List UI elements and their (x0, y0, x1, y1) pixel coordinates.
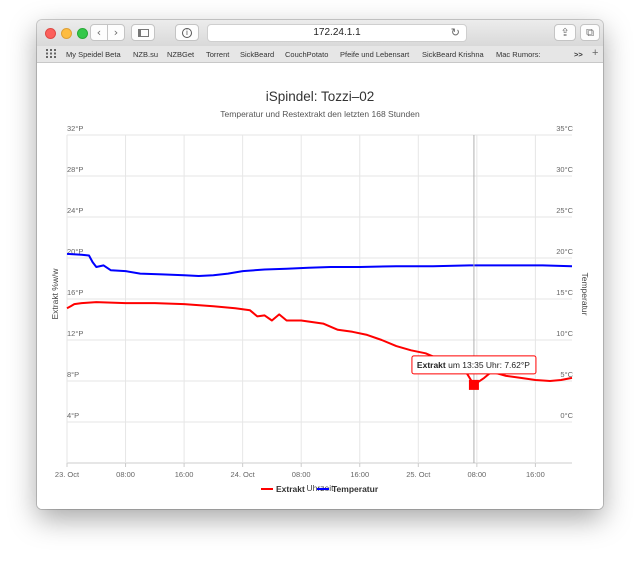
bookmark-couchpotato[interactable]: CouchPotato (285, 50, 329, 59)
x-tick-label: 08:00 (292, 470, 311, 479)
legend-item-extrakt[interactable]: Extrakt (261, 484, 305, 494)
bookmark-my-speidel-beta[interactable]: My Speidel Beta (66, 50, 121, 59)
x-tick-label: 16:00 (175, 470, 194, 479)
share-button[interactable]: ⇪ (554, 24, 576, 41)
legend-label: Extrakt (276, 484, 305, 494)
bookmarks-bar: My Speidel Beta NZB.su NZBGet Torrent Si… (37, 46, 603, 63)
zoom-window-button[interactable] (77, 28, 88, 39)
minimize-window-button[interactable] (61, 28, 72, 39)
chevron-right-icon: › (113, 26, 119, 39)
bookmark-mac-rumors[interactable]: Mac Rumors: (496, 50, 541, 59)
legend-label: Temperatur (332, 484, 379, 494)
x-tick-label: 25. Oct (406, 470, 431, 479)
back-button[interactable]: ‹ (90, 24, 108, 41)
add-bookmark-button[interactable]: + (592, 47, 599, 59)
right-tick-label: 25°C (556, 206, 573, 215)
right-tick-label: 5°C (560, 370, 573, 379)
tooltip-layer: Extrakt um 13:35 Uhr: 7.62°P (411, 135, 537, 463)
left-tick-label: 12°P (67, 329, 83, 338)
forward-button[interactable]: › (107, 24, 125, 41)
x-tick-label: 08:00 (467, 470, 486, 479)
sidebar-toggle-button[interactable] (131, 24, 155, 41)
legend-item-temperatur[interactable]: Temperatur (317, 484, 379, 494)
tooltip-box (411, 355, 537, 375)
bookmark-torrent[interactable]: Torrent (206, 50, 230, 59)
left-tick-label: 28°P (67, 165, 83, 174)
chart-subtitle: Temperatur und Restextrakt den letzten 1… (220, 109, 420, 119)
x-tick-label: 23. Oct (55, 470, 80, 479)
bookmark-nzb-su[interactable]: NZB.su (133, 50, 159, 59)
right-tick-label: 20°C (556, 247, 573, 256)
right-tick-label: 0°C (560, 411, 573, 420)
bookmark-nzbget[interactable]: NZBGet (167, 50, 195, 59)
left-tick-label: 24°P (67, 206, 83, 215)
bookmark-pfeife-und-lebensart[interactable]: Pfeife und Lebensart (340, 50, 410, 59)
x-tick-label: 16:00 (526, 470, 545, 479)
tooltip-value: um 13:35 Uhr: 7.62°P (446, 360, 531, 370)
left-axis-label: Extrakt %w/w (50, 268, 60, 320)
left-tick-label: 16°P (67, 288, 83, 297)
close-window-button[interactable] (45, 28, 56, 39)
bookmark-sickbeard[interactable]: SickBeard (240, 50, 275, 59)
series-line-temperatur[interactable] (66, 252, 573, 277)
bookmarks-overflow-button[interactable]: >> (574, 50, 583, 59)
info-icon: i (182, 27, 192, 38)
tick-labels: 4°P 8°P 12°P 16°P 20°P 24°P 28°P 32°P 0°C 5°C 10°C… (55, 124, 574, 479)
x-tick-label: 08:00 (116, 470, 135, 479)
tabs-overview-button[interactable]: ⧉ (580, 24, 600, 41)
chart-grid (66, 134, 572, 467)
tooltip-series-name: Extrakt (417, 360, 446, 370)
title-bar: ‹ › i 172.24.1.1 ↻ ⇪ ⧉ (37, 20, 603, 46)
bookmark-sickbeard-krishna[interactable]: SickBeard Krishna (422, 50, 484, 59)
right-tick-label: 35°C (556, 124, 573, 133)
x-tick-label: 24. Oct (231, 470, 256, 479)
address-bar[interactable]: 172.24.1.1 ↻ (207, 24, 467, 42)
right-axis-label: Temperatur (580, 273, 590, 316)
browser-window: ‹ › i 172.24.1.1 ↻ ⇪ ⧉ My Speidel Beta N… (37, 20, 603, 509)
right-tick-label: 15°C (556, 288, 573, 297)
left-tick-label: 32°P (67, 124, 83, 133)
chart-legend: Extrakt Temperatur (261, 484, 379, 494)
privacy-info-button[interactable]: i (175, 24, 199, 41)
reload-icon[interactable]: ↻ (450, 26, 460, 39)
tooltip-marker[interactable] (468, 379, 479, 390)
left-tick-label: 20°P (67, 247, 83, 256)
share-icon: ⇪ (560, 26, 570, 39)
address-text: 172.24.1.1 (313, 27, 361, 38)
chart-title: iSpindel: Tozzi–02 (266, 89, 375, 104)
chart: iSpindel: Tozzi–02 Temperatur und Restex… (50, 89, 590, 494)
right-tick-label: 30°C (556, 165, 573, 174)
grid-icon[interactable] (46, 49, 56, 60)
tabs-icon: ⧉ (586, 25, 594, 39)
sidebar-icon (137, 28, 149, 37)
x-tick-label: 16:00 (350, 470, 369, 479)
chevron-left-icon: ‹ (96, 26, 102, 39)
left-tick-label: 4°P (67, 411, 79, 420)
tooltip-text: Extrakt um 13:35 Uhr: 7.62°P (417, 360, 530, 370)
left-tick-label: 8°P (67, 370, 79, 379)
page-content: iSpindel: Tozzi–02 Temperatur und Restex… (37, 63, 603, 509)
right-tick-label: 10°C (556, 329, 573, 338)
